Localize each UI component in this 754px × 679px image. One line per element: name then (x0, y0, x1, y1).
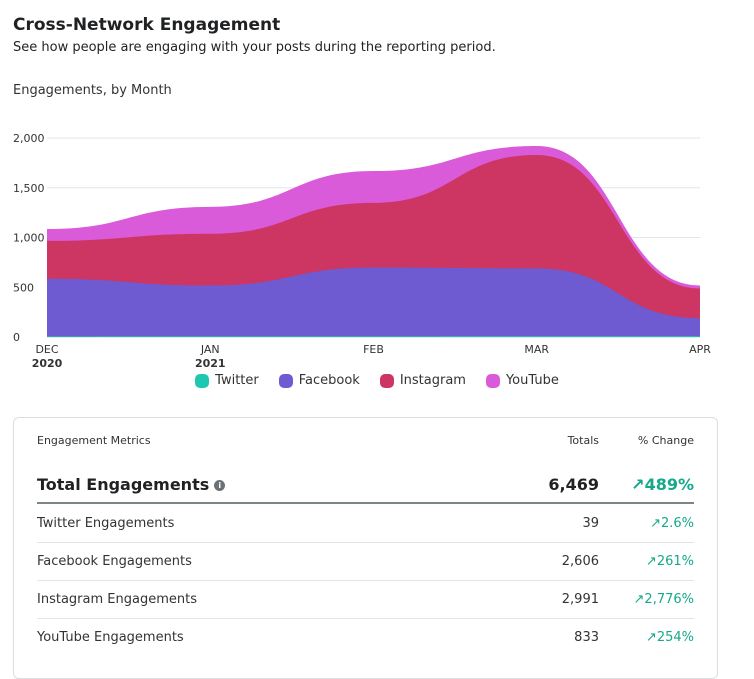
arrow-up-right-icon: ↗ (633, 591, 645, 607)
total-engagements-change-wrap: ↗489% (599, 475, 694, 494)
legend-item-facebook[interactable]: Facebook (278, 373, 360, 388)
row-value-facebook: 2,606 (561, 553, 599, 569)
total-engagements-row: Total Engagements i 6,469 ↗489% (37, 466, 694, 504)
row-value-youtube: 833 (574, 629, 599, 645)
metrics-header-change: % Change (637, 434, 694, 447)
arrow-up-right-icon: ↗ (631, 474, 645, 494)
row-value-twitter: 39 (582, 515, 599, 531)
row-value-instagram: 2,991 (561, 591, 599, 607)
info-icon[interactable]: i (214, 479, 226, 491)
arrow-up-right-icon: ↗ (645, 553, 657, 569)
row-change-instagram-wrap: ↗2,776% (599, 592, 694, 607)
legend-swatch-youtube (485, 373, 500, 388)
x-tick-year-label: 2020 (32, 357, 63, 370)
metrics-header-row: Engagement Metrics Totals % Change (37, 434, 694, 447)
row-label-youtube: YouTube Engagements (37, 629, 184, 645)
x-tick-label: APR (689, 343, 711, 356)
table-row: Instagram Engagements 2,991 ↗2,776% (37, 580, 694, 619)
total-engagements-label: Total Engagements (37, 474, 210, 494)
x-tick-label: DEC (35, 343, 58, 356)
row-change-youtube-wrap: ↗254% (599, 630, 694, 645)
x-tick-year-label: 2021 (195, 357, 226, 370)
engagement-metrics-card: Engagement Metrics Totals % Change Total… (13, 417, 718, 679)
row-change-instagram: 2,776% (644, 591, 694, 607)
legend-label-instagram: Instagram (399, 373, 466, 388)
x-tick-label: FEB (363, 343, 384, 356)
total-engagements-label-wrap: Total Engagements i (37, 475, 489, 494)
row-change-twitter: 2.6% (660, 515, 694, 531)
row-label-twitter: Twitter Engagements (37, 515, 175, 531)
y-tick-label: 1,500 (13, 182, 45, 195)
legend-swatch-twitter (195, 373, 210, 388)
arrow-up-right-icon: ↗ (650, 515, 661, 531)
table-row: YouTube Engagements 833 ↗254% (37, 618, 694, 656)
total-engagements-change: 489% (644, 474, 694, 494)
row-change-facebook: 261% (656, 553, 694, 569)
row-change-facebook-wrap: ↗261% (599, 554, 694, 569)
row-change-twitter-wrap: ↗2.6% (599, 516, 694, 531)
row-change-youtube: 254% (656, 629, 694, 645)
page-subtitle: See how people are engaging with your po… (13, 40, 496, 55)
legend-label-youtube: YouTube (505, 373, 559, 388)
metrics-header-totals: Totals (567, 434, 599, 447)
y-tick-label: 0 (13, 331, 20, 344)
area-twitter (47, 336, 700, 337)
y-tick-label: 1,000 (13, 232, 45, 245)
x-tick-label: MAR (524, 343, 549, 356)
x-tick-label: JAN (200, 343, 220, 356)
chart-title: Engagements, by Month (13, 83, 172, 98)
total-engagements-value: 6,469 (548, 474, 599, 494)
y-tick-label: 500 (13, 281, 34, 294)
area-facebook (47, 267, 700, 337)
row-label-instagram: Instagram Engagements (37, 591, 197, 607)
table-row: Facebook Engagements 2,606 ↗261% (37, 542, 694, 581)
legend-item-twitter[interactable]: Twitter (195, 373, 259, 388)
table-row: Twitter Engagements 39 ↗2.6% (37, 504, 694, 543)
page-title: Cross-Network Engagement (13, 15, 281, 35)
legend-swatch-instagram (379, 373, 394, 388)
arrow-up-right-icon: ↗ (645, 629, 657, 645)
metrics-header-label: Engagement Metrics (37, 434, 151, 447)
row-label-facebook: Facebook Engagements (37, 553, 192, 569)
legend-label-facebook: Facebook (298, 373, 360, 388)
legend-item-youtube[interactable]: YouTube (485, 373, 559, 388)
chart-legend: Twitter Facebook Instagram YouTube (0, 373, 754, 388)
legend-swatch-facebook (278, 373, 293, 388)
legend-item-instagram[interactable]: Instagram (379, 373, 466, 388)
y-tick-label: 2,000 (13, 132, 45, 145)
legend-label-twitter: Twitter (215, 373, 259, 388)
